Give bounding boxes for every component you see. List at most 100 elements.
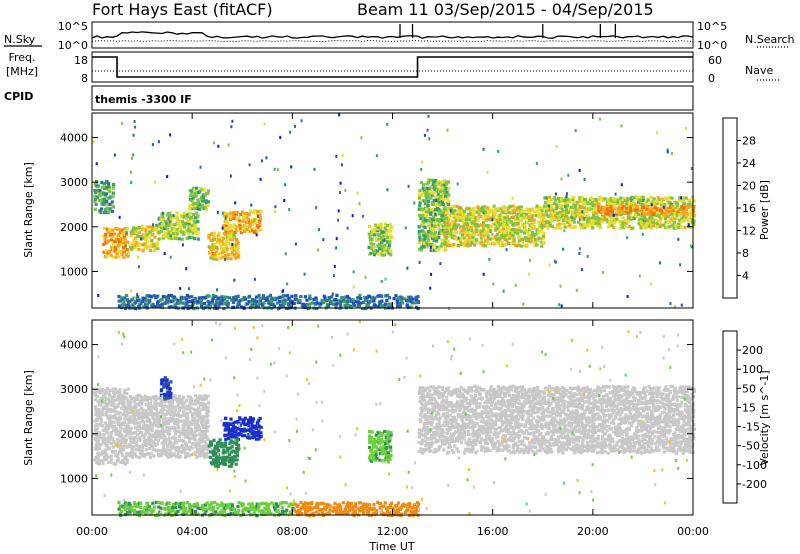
- scatter-cell: [165, 429, 169, 433]
- scatter-cell: [249, 427, 253, 431]
- scatter-cell: [195, 428, 199, 432]
- scatter-cell: [136, 510, 140, 514]
- scatter-cell: [109, 458, 114, 462]
- scatter-cell: [559, 210, 563, 214]
- scatter-cell: [164, 448, 168, 452]
- scatter-cell: [257, 505, 261, 509]
- scatter-cell: [199, 449, 203, 453]
- scatter-cell: [93, 207, 97, 211]
- sparse-point: [132, 153, 135, 157]
- scatter-cell: [550, 224, 554, 228]
- scatter-cell: [166, 426, 170, 430]
- scatter-cell: [122, 396, 126, 400]
- scatter-cell: [133, 431, 138, 435]
- scatter-cell: [337, 503, 341, 507]
- scatter-cell: [112, 450, 116, 454]
- scatter-cell: [620, 200, 625, 204]
- scatter-cell: [155, 415, 160, 419]
- scatter-cell: [136, 234, 140, 238]
- scatter-cell: [525, 228, 529, 233]
- scatter-cell: [511, 211, 515, 215]
- scatter-cell: [166, 300, 170, 304]
- scatter-cell: [339, 505, 343, 509]
- scatter-cell: [665, 196, 669, 200]
- scatter-cell: [175, 216, 180, 220]
- scatter-cell: [154, 304, 158, 309]
- scatter-cell: [451, 222, 455, 226]
- scatter-cell: [423, 398, 427, 402]
- scatter-cell: [441, 438, 445, 442]
- scatter-cell: [114, 406, 118, 410]
- scatter-cell: [427, 445, 431, 449]
- sparse-point: [413, 201, 416, 205]
- scatter-cell: [382, 230, 386, 234]
- scatter-cell: [439, 197, 443, 201]
- scatter-cell: [179, 230, 183, 234]
- scatter-cell: [424, 207, 428, 211]
- scatter-cell: [213, 255, 217, 259]
- scatter-cell: [158, 424, 162, 428]
- scatter-cell: [145, 302, 149, 306]
- scatter-cell: [196, 300, 200, 304]
- scatter-cell: [251, 430, 255, 434]
- scatter-cell: [177, 394, 182, 399]
- scatter-cell: [420, 192, 424, 196]
- scatter-cell: [351, 301, 356, 305]
- scatter-cell: [102, 234, 106, 238]
- colorbar-tick: 12: [742, 225, 756, 238]
- scatter-cell: [602, 218, 606, 222]
- scatter-cell: [187, 503, 191, 507]
- scatter-cell: [176, 422, 180, 426]
- scatter-cell: [147, 225, 151, 229]
- scatter-cell: [427, 410, 431, 414]
- scatter-cell: [187, 440, 192, 444]
- scatter-cell: [126, 251, 130, 255]
- scatter-cell: [500, 222, 504, 226]
- scatter-cell: [446, 240, 450, 244]
- scatter-cell: [569, 200, 573, 204]
- scatter-cell: [380, 253, 384, 257]
- scatter-cell: [177, 397, 181, 401]
- scatter-cell: [240, 504, 244, 508]
- scatter-cell: [120, 453, 124, 457]
- scatter-cell: [174, 413, 178, 417]
- scatter-cell: [215, 446, 220, 451]
- scatter-cell: [125, 303, 129, 307]
- scatter-cell: [417, 232, 421, 236]
- scatter-cell: [222, 301, 226, 306]
- scatter-cell: [97, 430, 101, 434]
- scatter-cell: [534, 210, 538, 214]
- scatter-cell: [542, 240, 546, 244]
- nave-label: Nave: [745, 64, 773, 77]
- scatter-cell: [184, 507, 188, 511]
- scatter-cell: [516, 216, 520, 220]
- sparse-point: [641, 232, 644, 236]
- scatter-cell: [335, 302, 339, 306]
- scatter-cell: [145, 298, 149, 302]
- scatter-cell: [120, 437, 124, 441]
- scatter-cell: [179, 445, 183, 449]
- scatter-cell: [583, 217, 587, 221]
- scatter-cell: [310, 500, 314, 505]
- scatter-cell: [151, 304, 155, 309]
- scatter-cell: [528, 218, 532, 222]
- scatter-cell: [120, 427, 124, 431]
- scatter-cell: [291, 503, 295, 507]
- scatter-cell: [512, 237, 516, 241]
- scatter-cell: [479, 223, 483, 227]
- scatter-cell: [641, 195, 645, 199]
- scatter-cell: [523, 216, 527, 220]
- scatter-cell: [200, 447, 204, 451]
- scatter-cell: [202, 302, 207, 306]
- scatter-cell: [143, 415, 147, 419]
- noise-search-label: N.Search: [745, 33, 795, 46]
- scatter-cell: [151, 509, 155, 513]
- scatter-cell: [113, 410, 117, 414]
- scatter-cell: [421, 450, 426, 454]
- scatter-cell: [640, 219, 644, 223]
- scatter-cell: [109, 408, 113, 413]
- noise-search-line: [91, 39, 694, 43]
- scatter-cell: [368, 434, 372, 438]
- scatter-cell: [199, 297, 203, 301]
- scatter-cell: [127, 424, 131, 429]
